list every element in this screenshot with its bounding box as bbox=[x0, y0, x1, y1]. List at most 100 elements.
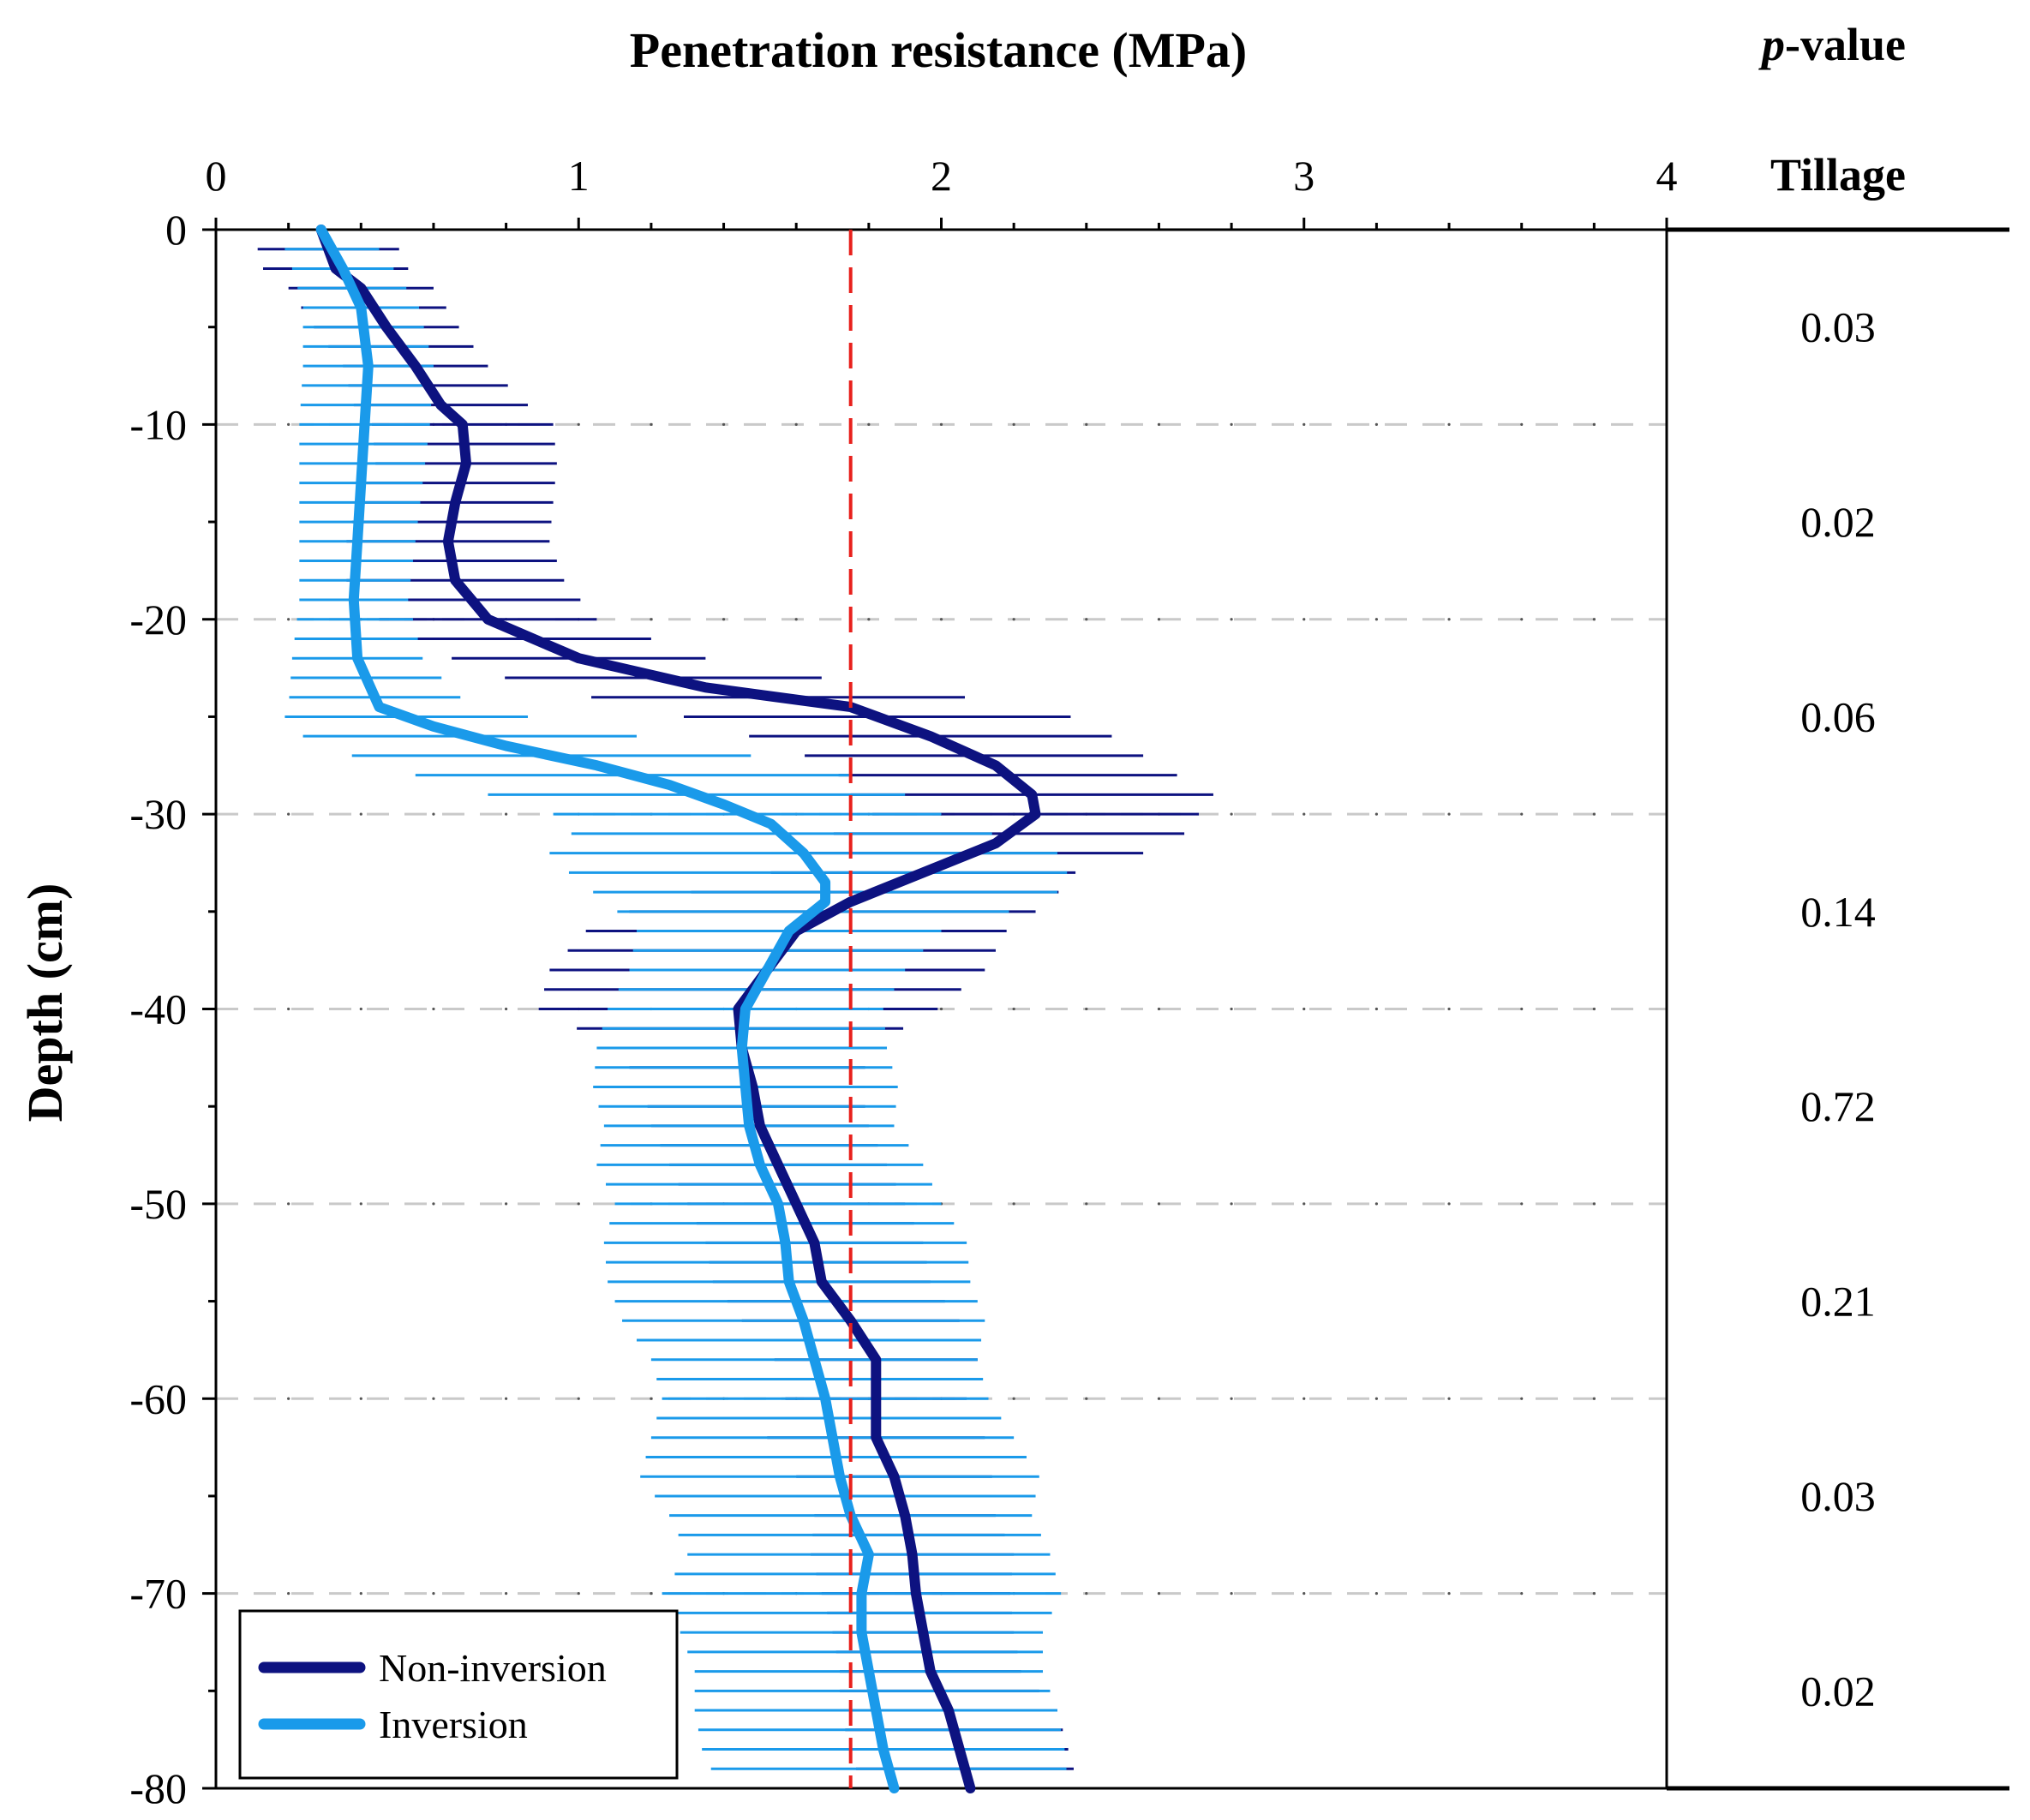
legend-label-non-inversion: Non-inversion bbox=[379, 1646, 607, 1690]
y-tick-label: -50 bbox=[129, 1180, 187, 1228]
grid-dot bbox=[577, 1202, 580, 1206]
grid-dot bbox=[1592, 422, 1596, 426]
grid-dot bbox=[650, 1592, 653, 1595]
grid-dot bbox=[867, 618, 871, 621]
grid-dot bbox=[577, 422, 580, 426]
grid-dot bbox=[1447, 1592, 1451, 1595]
grid-dot bbox=[1012, 422, 1015, 426]
x-tick-label: 4 bbox=[1656, 152, 1678, 200]
grid-dot bbox=[505, 1007, 508, 1011]
grid-dot bbox=[1157, 1397, 1161, 1400]
grid-dot bbox=[1302, 1592, 1306, 1595]
pvalue-label: 0.03 bbox=[1800, 303, 1876, 351]
grid-dot bbox=[1085, 422, 1088, 426]
grid-dot bbox=[1592, 1007, 1596, 1011]
grid-dot bbox=[1520, 1007, 1524, 1011]
grid-dot bbox=[432, 812, 435, 816]
grid-dot bbox=[359, 1202, 362, 1206]
grid-dot bbox=[1520, 812, 1524, 816]
grid-dot bbox=[287, 1007, 290, 1011]
pvalue-label: 0.02 bbox=[1800, 498, 1876, 546]
y-tick-labels: 0 -10 -20 -30 -40 -50 -60 -70 -80 bbox=[129, 206, 187, 1812]
grid-dot bbox=[1230, 1592, 1233, 1595]
grid-dot bbox=[1157, 1202, 1161, 1206]
grid-dot bbox=[359, 1397, 362, 1400]
grid-dot bbox=[794, 422, 798, 426]
grid-dot bbox=[1374, 618, 1378, 621]
grid-dot bbox=[432, 1007, 435, 1011]
axes bbox=[202, 218, 2009, 1791]
grid-dot bbox=[1230, 618, 1233, 621]
grid-dot bbox=[650, 422, 653, 426]
grid-dot bbox=[1374, 812, 1378, 816]
grid-dot bbox=[650, 1397, 653, 1400]
x-tick-label: 0 bbox=[206, 152, 227, 200]
pvalue-label: 0.03 bbox=[1800, 1472, 1876, 1520]
grid-dot bbox=[432, 1202, 435, 1206]
legend: Non-inversion Inversion bbox=[238, 1609, 679, 1780]
grid-dot bbox=[867, 422, 871, 426]
pvalue-header: p-value bbox=[1758, 19, 1906, 70]
grid-dot bbox=[1157, 1007, 1161, 1011]
y-tick-label: -10 bbox=[129, 400, 187, 448]
x-tick-label: 2 bbox=[931, 152, 952, 200]
y-tick-label: -30 bbox=[129, 790, 187, 838]
pvalue-label: 0.06 bbox=[1800, 692, 1876, 740]
y-tick-label: -40 bbox=[129, 985, 187, 1033]
grid-dot bbox=[1447, 1202, 1451, 1206]
grid-dot bbox=[1374, 1007, 1378, 1011]
grid-dot bbox=[287, 1397, 290, 1400]
y-tick-label: 0 bbox=[165, 206, 187, 254]
grid-dot bbox=[1374, 422, 1378, 426]
grid-dot bbox=[1447, 422, 1451, 426]
grid-dot bbox=[287, 618, 290, 621]
y-tick-label: -20 bbox=[129, 596, 187, 644]
grid-dot bbox=[505, 1397, 508, 1400]
pvalue-subheader: Tillage bbox=[1770, 149, 1906, 201]
grid-dot bbox=[1302, 1007, 1306, 1011]
grid-dot bbox=[505, 812, 508, 816]
x-tick-label: 3 bbox=[1293, 152, 1314, 200]
grid-dot bbox=[1302, 618, 1306, 621]
grid-dot bbox=[1592, 1592, 1596, 1595]
grid-dot bbox=[1592, 618, 1596, 621]
grid-dot bbox=[1374, 1202, 1378, 1206]
grid-dot bbox=[1302, 422, 1306, 426]
grid-dot bbox=[1520, 422, 1524, 426]
error-bars bbox=[252, 228, 1213, 1790]
y-tick-label: -80 bbox=[129, 1764, 187, 1812]
grid-dot bbox=[1520, 1397, 1524, 1400]
grid-dot bbox=[1447, 1007, 1451, 1011]
grid-dot bbox=[1230, 1397, 1233, 1400]
grid-dot bbox=[287, 812, 290, 816]
grid-dot bbox=[359, 1592, 362, 1595]
pvalue-header-rest: -value bbox=[1785, 19, 1906, 70]
grid-dot bbox=[359, 1007, 362, 1011]
grid-dot bbox=[1012, 1397, 1015, 1400]
grid-dot bbox=[577, 1592, 580, 1595]
grid-dot bbox=[722, 422, 726, 426]
grid-dot bbox=[650, 618, 653, 621]
grid-dot bbox=[359, 812, 362, 816]
grid-dot bbox=[939, 618, 943, 621]
grid-dot bbox=[1447, 812, 1451, 816]
grid-dot bbox=[939, 1007, 943, 1011]
grid-dot bbox=[1157, 1592, 1161, 1595]
y-axis-label: Depth (cm) bbox=[17, 883, 73, 1123]
grid-dot bbox=[1012, 618, 1015, 621]
grid-dot bbox=[1374, 1397, 1378, 1400]
grid-dot bbox=[722, 618, 726, 621]
grid-dot bbox=[287, 1592, 290, 1595]
pvalue-label: 0.21 bbox=[1800, 1278, 1876, 1326]
grid-dot bbox=[1520, 1202, 1524, 1206]
grid-dot bbox=[1302, 1202, 1306, 1206]
grid-dot bbox=[1085, 1592, 1088, 1595]
grid-dot bbox=[1230, 422, 1233, 426]
grid-dot bbox=[1374, 1592, 1378, 1595]
grid-dot bbox=[1592, 812, 1596, 816]
legend-label-inversion: Inversion bbox=[379, 1703, 528, 1746]
grid-dot bbox=[1085, 1397, 1088, 1400]
grid-dot bbox=[1447, 618, 1451, 621]
pvalue-column: 0.03 0.02 0.06 0.14 0.72 0.21 0.03 0.02 bbox=[1800, 303, 1876, 1715]
